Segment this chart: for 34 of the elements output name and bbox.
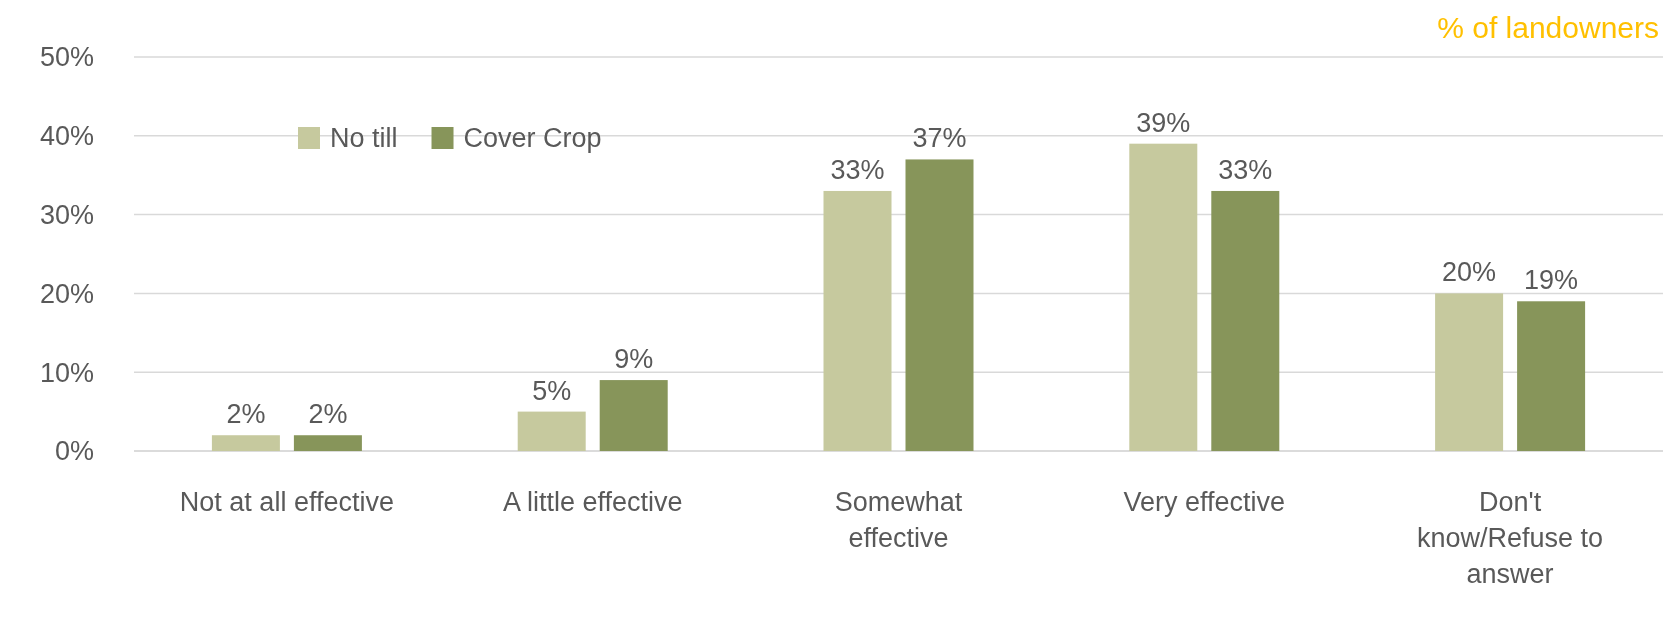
data-label: 37% [912, 123, 967, 154]
y-tick-label: 20% [39, 278, 94, 309]
x-tick-label: Very effective [1123, 487, 1286, 517]
x-tick-label: Don't know/Refuse to answer [1417, 487, 1604, 589]
bar [293, 435, 362, 451]
bar [1211, 190, 1280, 451]
x-tick-label: A little effective [502, 487, 683, 517]
bar [1129, 143, 1198, 451]
data-label: 5% [532, 375, 572, 406]
legend-label: No till [330, 123, 398, 154]
bar [905, 159, 974, 451]
bar [1435, 293, 1504, 451]
data-label: 33% [830, 154, 885, 185]
text: % of landowners [1437, 11, 1659, 44]
data-label: 19% [1524, 265, 1579, 296]
data-label: 39% [1136, 107, 1191, 138]
legend-label: Cover Crop [463, 123, 602, 154]
bar [517, 411, 586, 451]
data-label: 9% [614, 344, 654, 375]
y-tick-label: 40% [39, 121, 94, 152]
y-tick-label: 50% [39, 42, 94, 73]
data-label: 20% [1442, 257, 1497, 288]
bar [211, 435, 280, 451]
data-label: 2% [308, 399, 348, 430]
y-tick-label: 10% [39, 357, 94, 388]
data-label: 33% [1218, 154, 1273, 185]
y-tick-label: 30% [39, 200, 94, 231]
x-tick-label: Somewhat effective [834, 487, 963, 553]
bar [823, 190, 892, 451]
x-tick-label: Not at all effective [179, 487, 394, 517]
data-label: 2% [226, 399, 266, 430]
y-tick-label: 0% [54, 436, 94, 467]
bar [599, 380, 668, 451]
bar [1517, 301, 1586, 451]
